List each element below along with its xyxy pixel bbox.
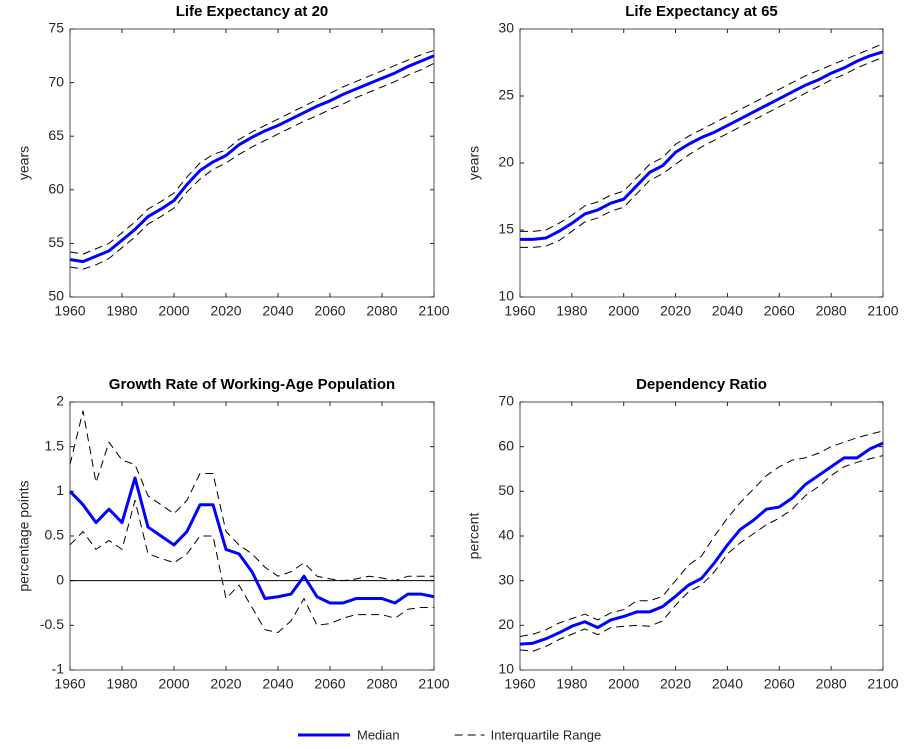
x-tick-label: 2000 bbox=[158, 303, 189, 319]
x-tick-label: 1960 bbox=[504, 676, 535, 692]
y-tick-label: 60 bbox=[48, 181, 64, 197]
y-tick-label: 0.5 bbox=[45, 527, 65, 543]
x-tick-label: 2000 bbox=[608, 303, 639, 319]
x-tick-label: 1960 bbox=[54, 676, 85, 692]
range-line bbox=[519, 430, 884, 637]
y-tick-label: 65 bbox=[48, 127, 64, 143]
y-tick-label: 60 bbox=[498, 437, 514, 453]
axes-box bbox=[519, 28, 884, 298]
x-tick-label: 1960 bbox=[504, 303, 535, 319]
y-tick-label: 0 bbox=[56, 571, 64, 587]
x-tick-label: 2040 bbox=[262, 676, 293, 692]
axes-box bbox=[69, 28, 435, 298]
x-tick-label: 2060 bbox=[764, 676, 795, 692]
subplot-title: Dependency Ratio bbox=[636, 376, 767, 393]
legend-label: Interquartile Range bbox=[491, 727, 602, 742]
plot-area bbox=[520, 402, 883, 670]
x-tick-label: 2060 bbox=[764, 303, 795, 319]
y-tick-label: 25 bbox=[498, 87, 514, 103]
y-axis-label: years bbox=[466, 146, 482, 180]
x-tick-label: 2040 bbox=[712, 676, 743, 692]
x-tick-label: 2040 bbox=[712, 303, 743, 319]
y-tick-label: 50 bbox=[48, 288, 64, 304]
y-tick-label: -0.5 bbox=[40, 616, 64, 632]
y-tick-label: 30 bbox=[498, 20, 514, 36]
x-tick-label: 2100 bbox=[867, 676, 898, 692]
range-line bbox=[69, 410, 434, 582]
y-axis-label: percentage points bbox=[16, 480, 32, 591]
x-tick-label: 2020 bbox=[210, 303, 241, 319]
legend-label: Median bbox=[357, 727, 400, 742]
x-tick-label: 2060 bbox=[314, 676, 345, 692]
subplot: Life Expectancy at 20 years 1960 1980 2000 20… bbox=[16, 3, 450, 319]
median-line bbox=[68, 476, 435, 605]
plot-area bbox=[70, 402, 434, 670]
subplot-title: Life Expectancy at 65 bbox=[625, 3, 778, 20]
range-line bbox=[520, 56, 884, 248]
x-tick-label: 2080 bbox=[366, 676, 397, 692]
x-tick-label: 2020 bbox=[660, 676, 691, 692]
x-tick-label: 2060 bbox=[314, 303, 345, 319]
x-tick-label: 2020 bbox=[210, 676, 241, 692]
plot-area bbox=[70, 29, 434, 297]
x-tick-label: 1980 bbox=[106, 676, 137, 692]
y-tick-label: 10 bbox=[498, 661, 514, 677]
y-tick-label: 15 bbox=[498, 221, 514, 237]
x-tick-label: 1980 bbox=[556, 303, 587, 319]
range-line bbox=[520, 43, 884, 232]
y-axis-label: years bbox=[16, 146, 32, 180]
x-tick-label: 1980 bbox=[556, 676, 587, 692]
range-line bbox=[69, 499, 434, 633]
subplot: Life Expectancy at 65 years 1960 1980 2000 20… bbox=[466, 3, 899, 319]
legend: Median Interquartile Range bbox=[298, 727, 601, 742]
x-tick-label: 2080 bbox=[816, 676, 847, 692]
x-tick-label: 2100 bbox=[867, 303, 898, 319]
y-tick-label: 75 bbox=[48, 20, 64, 36]
range-line bbox=[69, 62, 435, 270]
median-line bbox=[69, 54, 435, 264]
x-tick-label: 2000 bbox=[158, 676, 189, 692]
x-tick-label: 2100 bbox=[418, 676, 449, 692]
y-tick-label: 55 bbox=[48, 234, 64, 250]
x-tick-label: 1980 bbox=[106, 303, 137, 319]
x-tick-label: 2020 bbox=[660, 303, 691, 319]
subplot-title: Growth Rate of Working-Age Population bbox=[109, 376, 395, 393]
y-tick-label: -1 bbox=[52, 661, 65, 677]
median-line bbox=[520, 50, 884, 241]
y-tick-label: 10 bbox=[498, 288, 514, 304]
plot-area bbox=[520, 29, 883, 297]
subplot-title: Life Expectancy at 20 bbox=[176, 3, 329, 20]
x-tick-label: 2080 bbox=[366, 303, 397, 319]
y-tick-label: 1.5 bbox=[45, 437, 65, 453]
y-tick-label: 2 bbox=[56, 393, 64, 409]
x-tick-label: 2040 bbox=[262, 303, 293, 319]
x-tick-label: 2100 bbox=[418, 303, 449, 319]
y-tick-label: 40 bbox=[498, 527, 514, 543]
subplot: Growth Rate of Working-Age Population per… bbox=[16, 376, 450, 692]
y-tick-label: 70 bbox=[48, 73, 64, 89]
y-tick-label: 70 bbox=[498, 393, 514, 409]
axes-box bbox=[519, 401, 884, 671]
range-line bbox=[69, 49, 435, 255]
range-line bbox=[519, 455, 884, 652]
x-tick-label: 2000 bbox=[608, 676, 639, 692]
y-axis-label: percent bbox=[466, 513, 482, 560]
median-line bbox=[519, 441, 884, 646]
x-tick-label: 1960 bbox=[54, 303, 85, 319]
y-tick-label: 20 bbox=[498, 616, 514, 632]
y-tick-label: 1 bbox=[56, 482, 64, 498]
y-tick-label: 30 bbox=[498, 571, 514, 587]
y-tick-label: 20 bbox=[498, 154, 514, 170]
x-tick-label: 2080 bbox=[816, 303, 847, 319]
y-tick-label: 50 bbox=[498, 482, 514, 498]
axes-box bbox=[69, 401, 435, 671]
